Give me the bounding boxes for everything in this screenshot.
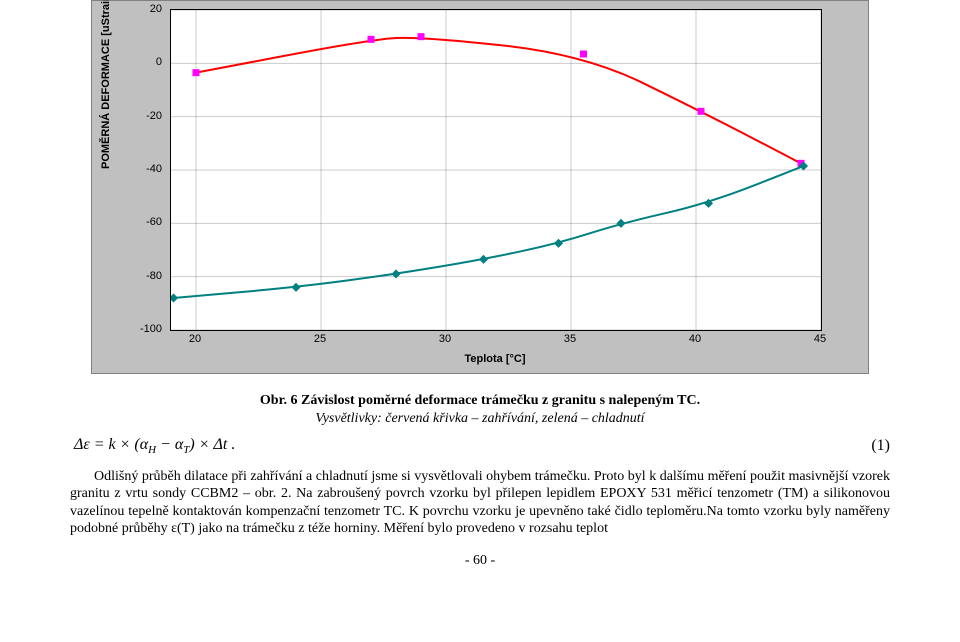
chart-panel: POMĚRNÁ DEFORMACE [uStrain] -100-80-60-4…	[91, 0, 869, 374]
y-tick-labels: -100-80-60-40-20020	[100, 9, 168, 329]
equation: Δε = k × (αH − αT) × Δt . (1)	[70, 435, 890, 458]
text-block: Obr. 6 Závislost poměrné deformace tráme…	[70, 392, 890, 569]
y-tick-label: -20	[100, 110, 162, 122]
y-tick-label: 0	[100, 56, 162, 68]
y-tick-label: 20	[100, 3, 162, 15]
x-tick-label: 25	[314, 333, 326, 345]
y-tick-label: -100	[100, 323, 162, 335]
y-tick-label: -40	[100, 163, 162, 175]
x-axis-label: Teplota [°C]	[170, 347, 820, 369]
x-tick-label: 35	[564, 333, 576, 345]
chart-inner: POMĚRNÁ DEFORMACE [uStrain] -100-80-60-4…	[100, 9, 860, 369]
plot-area	[170, 9, 822, 331]
page-number: - 60 -	[70, 552, 890, 570]
x-tick-label: 20	[189, 333, 201, 345]
caption-italic: Vysvětlivky: červená křivka – zahřívání,…	[315, 411, 644, 426]
chart-svg	[171, 10, 821, 330]
eq-sub1: H	[148, 444, 156, 456]
y-tick-label: -80	[100, 270, 162, 282]
eq-part2: − α	[156, 436, 183, 453]
body-paragraph: Odlišný průběh dilatace při zahřívání a …	[70, 468, 890, 538]
x-tick-label: 30	[439, 333, 451, 345]
x-tick-labels: 202530354045	[170, 331, 820, 347]
caption-bold: Obr. 6 Závislost poměrné deformace tráme…	[260, 393, 700, 408]
figure-caption: Obr. 6 Závislost poměrné deformace tráme…	[70, 392, 890, 427]
x-tick-label: 45	[814, 333, 826, 345]
equation-number: (1)	[871, 436, 890, 456]
eq-part3: ) × Δt .	[189, 436, 235, 453]
eq-part1: Δε = k × (α	[74, 436, 148, 453]
y-tick-label: -60	[100, 216, 162, 228]
x-tick-label: 40	[689, 333, 701, 345]
